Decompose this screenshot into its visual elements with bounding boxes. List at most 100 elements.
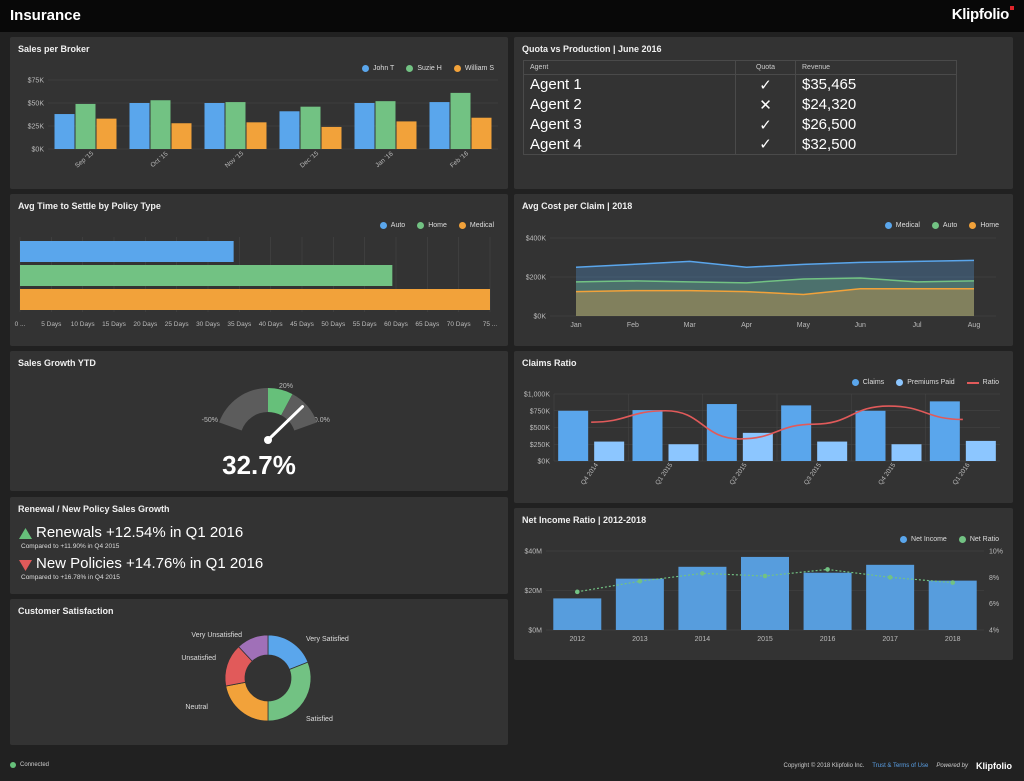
x-tick-label: Jul (913, 322, 922, 329)
legend: Medical Auto Home (884, 222, 999, 229)
avg-time-panel[interactable]: Avg Time to Settle by Policy Type Auto H… (10, 194, 508, 346)
x-tick-label: Nov '15 (224, 150, 246, 170)
y-tick-label: $400K (526, 236, 547, 243)
ratio-point (637, 578, 643, 584)
net-income-panel[interactable]: Net Income Ratio | 2012-2018 Net Income … (514, 508, 1013, 660)
x-tick-label: 2012 (569, 636, 585, 643)
x-tick-label: 50 Days (321, 321, 346, 328)
legend-item-auto[interactable]: Auto (931, 222, 957, 229)
y-tick-label: $1,000K (524, 392, 550, 399)
bar (668, 444, 699, 461)
x-tick-label: Dec '15 (299, 150, 321, 170)
legend-swatch (417, 222, 425, 229)
x-tick-label: Q2 2015 (729, 462, 749, 487)
bar (321, 126, 342, 149)
legend-item-ratio[interactable]: Ratio (966, 379, 999, 386)
bar (20, 241, 234, 262)
x-tick-label: 70 Days (447, 321, 472, 328)
x-tick-label: Sep '15 (74, 150, 96, 170)
legend-label: Premiums Paid (907, 379, 955, 386)
bar (75, 103, 96, 149)
pie-slice (225, 681, 269, 722)
legend-item-john[interactable]: John T (362, 65, 394, 72)
x-tick-label: 2017 (882, 636, 898, 643)
legend-item-net-income[interactable]: Net Income (900, 536, 947, 543)
y-tick-label: $50K (28, 101, 45, 108)
panel-title: Sales per Broker (18, 44, 90, 54)
legend-item-medical[interactable]: Medical (884, 222, 920, 229)
table-row: Agent 2 ✕ $24,320 (523, 94, 957, 115)
y-tick-label: $0K (32, 147, 45, 154)
check-icon: ✓ (735, 134, 796, 155)
x-tick-label: 25 Days (165, 321, 190, 328)
x-tick-label: 15 Days (102, 321, 127, 328)
renewal-panel: Renewal / New Policy Sales Growth Renewa… (10, 497, 508, 594)
customer-satisfaction-panel[interactable]: Customer Satisfaction Very Satisfied Sati… (10, 599, 508, 745)
slice-label: Unsatisfied (181, 655, 216, 662)
bar (375, 101, 396, 149)
table-header-row: Agent Quota Revenue (523, 60, 957, 75)
x-tick-label: Q1 2015 (654, 462, 674, 487)
x-tick-label: Feb '16 (449, 150, 470, 169)
legend-swatch (900, 536, 908, 543)
check-icon: ✓ (735, 114, 796, 135)
bar (150, 100, 171, 149)
revenue-cell: $26,500 (795, 114, 957, 135)
legend-item-william[interactable]: William S (453, 65, 494, 72)
brand-logo[interactable]: Klipfolio (952, 6, 1014, 23)
legend-item-suzie[interactable]: Suzie H (406, 65, 442, 72)
legend-item-medical[interactable]: Medical (458, 222, 494, 229)
agent-cell: Agent 3 (523, 114, 736, 135)
pie-slice (267, 661, 312, 722)
gauge-track (281, 394, 317, 431)
column-header-revenue[interactable]: Revenue (795, 60, 957, 75)
revenue-cell: $24,320 (795, 94, 957, 115)
terms-link[interactable]: Trust & Terms of Use (872, 763, 929, 769)
connection-label: Connected (20, 762, 50, 768)
bar (965, 440, 996, 461)
x-tick-label: 0 ... (15, 321, 26, 328)
status-dot-icon (10, 762, 16, 768)
legend-label: Medical (895, 222, 920, 229)
gauge-max-label: 50.0% (310, 417, 330, 424)
legend-item-premiums[interactable]: Premiums Paid (896, 379, 955, 386)
x-tick-label: 40 Days (259, 321, 284, 328)
gauge-needle (266, 405, 304, 442)
area-fill (576, 260, 974, 316)
legend-item-net-ratio[interactable]: Net Ratio (958, 536, 999, 543)
x-tick-label: Feb (627, 322, 639, 329)
y-tick-label: $0M (528, 628, 542, 635)
legend-item-home[interactable]: Home (417, 222, 447, 229)
legend-label: Home (980, 222, 999, 229)
panel-title: Avg Time to Settle by Policy Type (18, 201, 161, 211)
sales-per-broker-chart: $75K $50K $25K $0K Sep '15 Oct '15 Nov '15 Dec … (28, 78, 498, 170)
sales-per-broker-panel[interactable]: Sales per Broker John T Suzie H William … (10, 37, 508, 189)
x-tick-label: 75 ... (483, 321, 498, 328)
y-tick-label: $40M (524, 549, 542, 556)
legend-label: John T (373, 65, 395, 72)
bar (225, 102, 246, 149)
gauge-track (219, 388, 268, 431)
gauge-target-label: 20% (279, 383, 293, 390)
legend-item-home[interactable]: Home (969, 222, 999, 229)
y-tick-label: $0K (538, 459, 551, 466)
area-fill (576, 288, 974, 316)
slice-label: Very Unsatisfied (191, 632, 242, 639)
x-tick-label: 2016 (820, 636, 836, 643)
avg-time-chart: 0 ... 5 Days 10 Days 15 Days 20 Days 25 Days 3… (15, 237, 498, 328)
y-tick-label: $500K (530, 425, 551, 432)
bar (855, 410, 886, 461)
column-header-agent[interactable]: Agent (523, 60, 736, 75)
ratio-point (574, 589, 580, 595)
column-header-quota[interactable]: Quota (735, 60, 796, 75)
sales-growth-gauge: -50% 50.0% 20% (202, 383, 330, 444)
bar (678, 566, 727, 630)
claims-ratio-panel[interactable]: Claims Ratio Claims Premiums Paid Ratio … (514, 351, 1013, 503)
legend-item-claims[interactable]: Claims (851, 379, 884, 386)
legend-swatch (851, 379, 859, 386)
legend-item-auto[interactable]: Auto (379, 222, 405, 229)
avg-cost-panel[interactable]: Avg Cost per Claim | 2018 Medical Auto H… (514, 194, 1013, 346)
footer-brand-logo[interactable]: Klipfolio (976, 761, 1012, 771)
legend-label: Suzie H (417, 65, 442, 72)
x-tick-label: Apr (741, 322, 753, 329)
